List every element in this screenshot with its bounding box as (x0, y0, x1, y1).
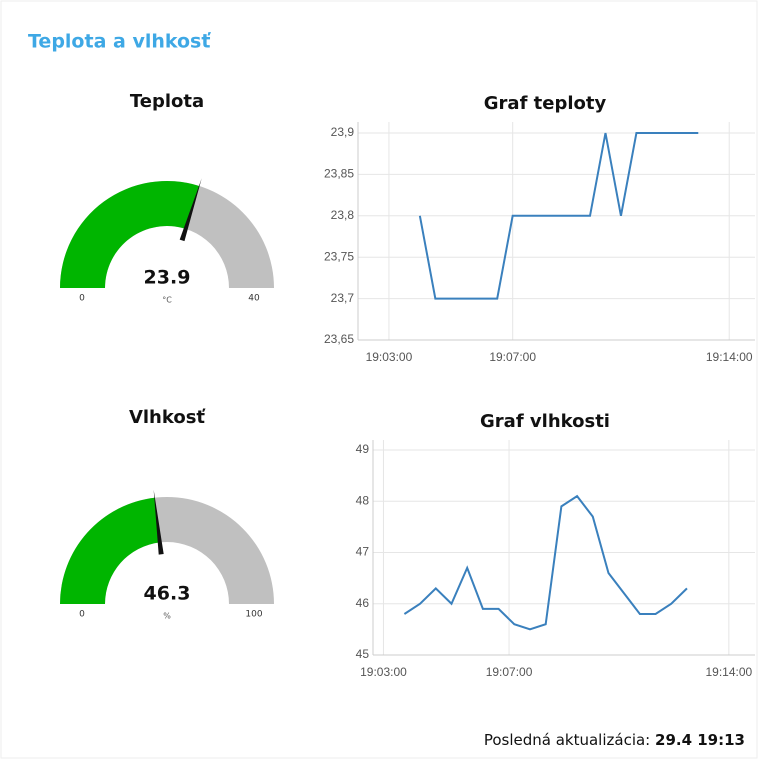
gauge-min: 0 (79, 294, 85, 304)
gauge-unit: % (163, 612, 171, 621)
y-tick-label: 46 (356, 596, 370, 610)
y-tick-label: 23,8 (331, 208, 355, 222)
y-tick-label: 23,75 (324, 249, 354, 263)
y-tick-label: 23,85 (324, 167, 354, 181)
x-tick-label: 19:07:00 (486, 665, 533, 679)
x-tick-label: 19:14:00 (706, 350, 753, 364)
x-tick-label: 19:03:00 (366, 350, 413, 364)
gauge-fill (60, 181, 200, 288)
gauge-unit: °C (162, 296, 172, 305)
gauge-value: 46.3 (144, 583, 191, 605)
gauge-needle (179, 178, 202, 242)
gauge-fill (60, 497, 160, 604)
line-series (418, 132, 699, 300)
last-update-label: Posledná aktualizácia: (484, 731, 650, 749)
y-tick-label: 23,7 (331, 291, 355, 305)
gauge-needle (153, 489, 164, 555)
line-series (403, 494, 688, 631)
last-update-value: 29.4 19:13 (655, 731, 745, 749)
y-tick-label: 49 (356, 442, 370, 456)
chart-title: Graf teploty (484, 93, 607, 114)
gauge-min: 0 (79, 610, 85, 620)
gauge-max: 40 (248, 294, 260, 304)
y-tick-label: 48 (356, 493, 370, 507)
y-tick-label: 47 (356, 545, 370, 559)
x-tick-label: 19:07:00 (489, 350, 536, 364)
gauge-value: 23.9 (144, 267, 191, 289)
gauge-max: 100 (245, 610, 262, 620)
gauge-title: Teplota (130, 91, 204, 112)
y-tick-label: 45 (356, 647, 370, 661)
group-title: Teplota a vlhkosť (28, 31, 211, 53)
y-tick-label: 23,9 (331, 125, 355, 139)
x-tick-label: 19:14:00 (705, 665, 752, 679)
gauge-title: Vlhkosť (129, 407, 206, 428)
x-tick-label: 19:03:00 (360, 665, 407, 679)
last-update: Posledná aktualizácia: 29.4 19:13 (484, 731, 745, 749)
y-tick-label: 23,65 (324, 332, 354, 346)
chart-title: Graf vlhkosti (480, 411, 610, 432)
